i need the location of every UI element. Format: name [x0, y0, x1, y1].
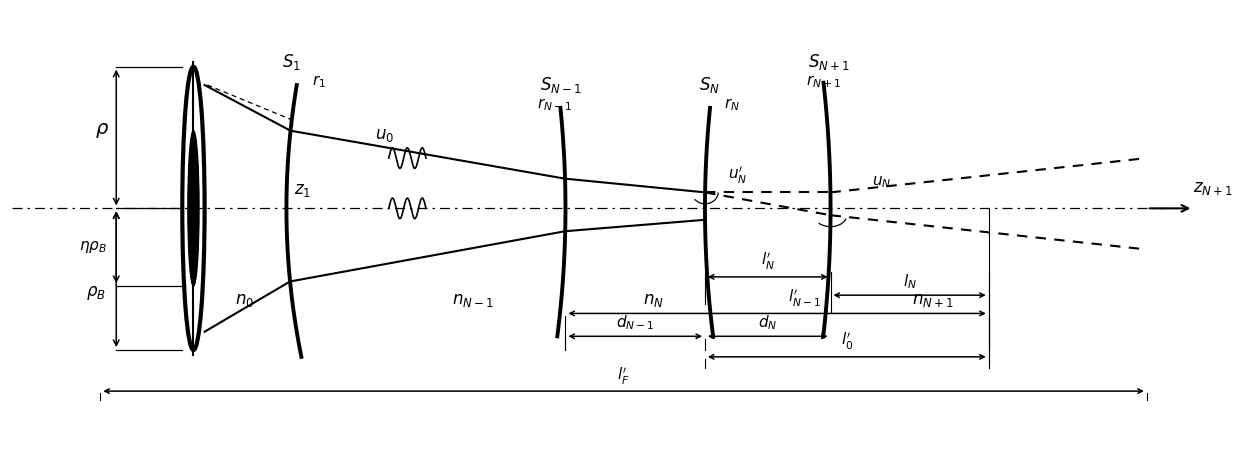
Text: $l_N$: $l_N$	[903, 272, 916, 290]
Text: $n_N$: $n_N$	[644, 291, 665, 309]
Text: $S_N$: $S_N$	[699, 74, 720, 95]
Text: $u_N'$: $u_N'$	[728, 165, 748, 185]
Text: $r_{N-1}$: $r_{N-1}$	[537, 96, 572, 113]
Text: $l_0'$: $l_0'$	[841, 331, 853, 352]
Text: $S_1$: $S_1$	[281, 52, 300, 72]
Text: $r_{N+1}$: $r_{N+1}$	[806, 73, 841, 90]
Text: $l_F'$: $l_F'$	[618, 365, 630, 387]
Text: $\eta\rho_B$: $\eta\rho_B$	[79, 239, 107, 255]
Text: $n_0$: $n_0$	[236, 291, 254, 309]
Text: $S_{N+1}$: $S_{N+1}$	[807, 52, 849, 72]
Text: $d_{N-1}$: $d_{N-1}$	[616, 313, 655, 332]
Text: $r_N$: $r_N$	[724, 96, 739, 113]
Text: $d_N$: $d_N$	[758, 313, 777, 332]
Text: $r_1$: $r_1$	[312, 73, 326, 90]
Ellipse shape	[188, 131, 200, 286]
Text: $\rho$: $\rho$	[95, 121, 109, 140]
Text: $u_N$: $u_N$	[873, 175, 892, 190]
Text: $l_{N-1}'$: $l_{N-1}'$	[789, 288, 821, 309]
Text: $l_N'$: $l_N'$	[761, 251, 775, 272]
Text: $z_1$: $z_1$	[294, 181, 311, 199]
Text: $z_{N+1}$: $z_{N+1}$	[1193, 179, 1234, 197]
Text: $S_{N-1}$: $S_{N-1}$	[539, 74, 582, 95]
Text: $n_{N-1}$: $n_{N-1}$	[451, 291, 494, 309]
Text: $\rho_B$: $\rho_B$	[86, 284, 105, 302]
Text: $u_0$: $u_0$	[374, 126, 394, 144]
Text: $n_{N+1}$: $n_{N+1}$	[911, 291, 954, 309]
